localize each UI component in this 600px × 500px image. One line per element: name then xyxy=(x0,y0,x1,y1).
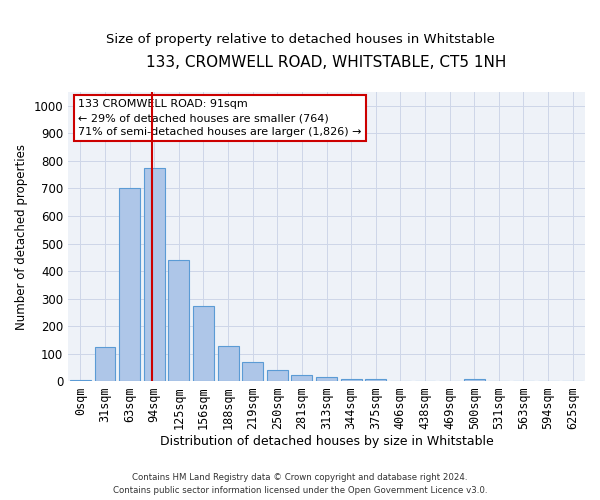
Bar xyxy=(341,378,362,382)
Bar xyxy=(193,306,214,382)
Bar xyxy=(464,378,485,382)
Bar xyxy=(169,260,189,382)
Bar xyxy=(95,347,115,382)
Bar xyxy=(144,168,164,382)
Text: 133 CROMWELL ROAD: 91sqm
← 29% of detached houses are smaller (764)
71% of semi-: 133 CROMWELL ROAD: 91sqm ← 29% of detach… xyxy=(79,99,362,137)
Bar xyxy=(365,378,386,382)
Text: Size of property relative to detached houses in Whitstable: Size of property relative to detached ho… xyxy=(106,32,494,46)
Y-axis label: Number of detached properties: Number of detached properties xyxy=(15,144,28,330)
Bar xyxy=(218,346,239,382)
Title: 133, CROMWELL ROAD, WHITSTABLE, CT5 1NH: 133, CROMWELL ROAD, WHITSTABLE, CT5 1NH xyxy=(146,55,507,70)
X-axis label: Distribution of detached houses by size in Whitstable: Distribution of detached houses by size … xyxy=(160,434,493,448)
Bar xyxy=(390,380,411,382)
Bar xyxy=(292,376,313,382)
Bar xyxy=(242,362,263,382)
Bar xyxy=(267,370,288,382)
Text: Contains HM Land Registry data © Crown copyright and database right 2024.
Contai: Contains HM Land Registry data © Crown c… xyxy=(113,474,487,495)
Bar xyxy=(70,380,91,382)
Bar xyxy=(119,188,140,382)
Bar xyxy=(316,377,337,382)
